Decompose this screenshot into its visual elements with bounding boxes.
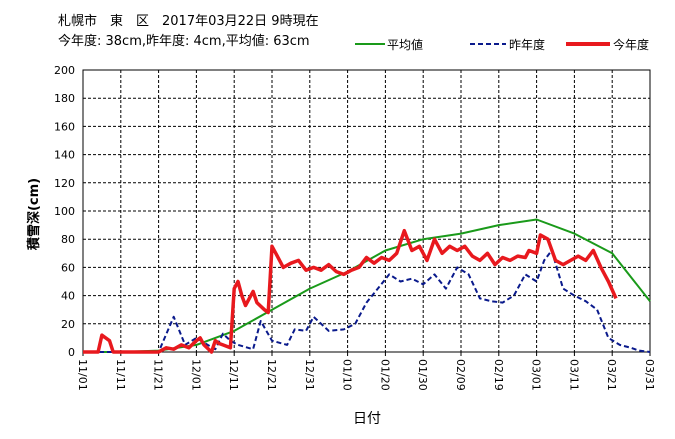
x-tick-label: 12/21 (265, 359, 278, 391)
y-axis-label: 積雪深(cm) (26, 178, 42, 251)
x-tick-label: 01/10 (341, 359, 354, 391)
legend-label-average: 平均値 (387, 38, 424, 52)
series-lines (83, 218, 651, 354)
x-axis-ticks: 11/01 11/11 11/21 12/01 12/11 12/21 12/31 01/10… (76, 352, 656, 391)
x-tick-label: 03/01 (530, 359, 543, 391)
y-tick-label: 160 (54, 120, 75, 133)
y-tick-label: 0 (68, 346, 75, 359)
x-tick-label: 02/09 (454, 359, 467, 391)
legend-label-this-year: 今年度 (613, 38, 650, 52)
chart-subtitle: 今年度: 38cm,昨年度: 4cm,平均値: 63cm (58, 34, 310, 49)
x-tick-label: 02/19 (492, 359, 505, 391)
x-tick-label: 03/11 (567, 359, 580, 391)
x-axis-label: 日付 (353, 411, 381, 427)
x-tick-label: 12/31 (303, 359, 316, 391)
y-tick-label: 60 (61, 261, 75, 274)
x-tick-label: 01/20 (378, 359, 391, 391)
series-last-year-line (83, 249, 651, 353)
x-tick-label: 03/21 (605, 359, 618, 391)
legend-label-last-year: 昨年度 (509, 38, 546, 52)
y-tick-label: 80 (61, 233, 75, 246)
y-tick-label: 180 (54, 92, 75, 105)
x-tick-label: 01/30 (416, 359, 429, 391)
y-tick-label: 200 (54, 64, 75, 77)
y-tick-label: 140 (54, 149, 75, 162)
x-tick-label: 11/01 (76, 359, 89, 391)
grid-lines (83, 70, 650, 352)
y-tick-label: 120 (54, 177, 75, 190)
chart-title: 札幌市 東 区 2017年03月22日 9時現在 (58, 14, 319, 29)
x-tick-label: 11/21 (152, 359, 165, 391)
y-tick-label: 20 (61, 318, 75, 331)
x-tick-label: 11/11 (114, 359, 127, 391)
y-axis-ticks: 0 20 40 60 80 100 120 140 160 180 200 (54, 64, 75, 359)
x-tick-label: 12/11 (227, 359, 240, 391)
series-this-year-line (83, 228, 618, 354)
y-tick-label: 100 (54, 205, 75, 218)
x-tick-label: 03/31 (643, 359, 656, 391)
x-tick-label: 12/01 (189, 359, 202, 391)
y-tick-label: 40 (61, 290, 75, 303)
